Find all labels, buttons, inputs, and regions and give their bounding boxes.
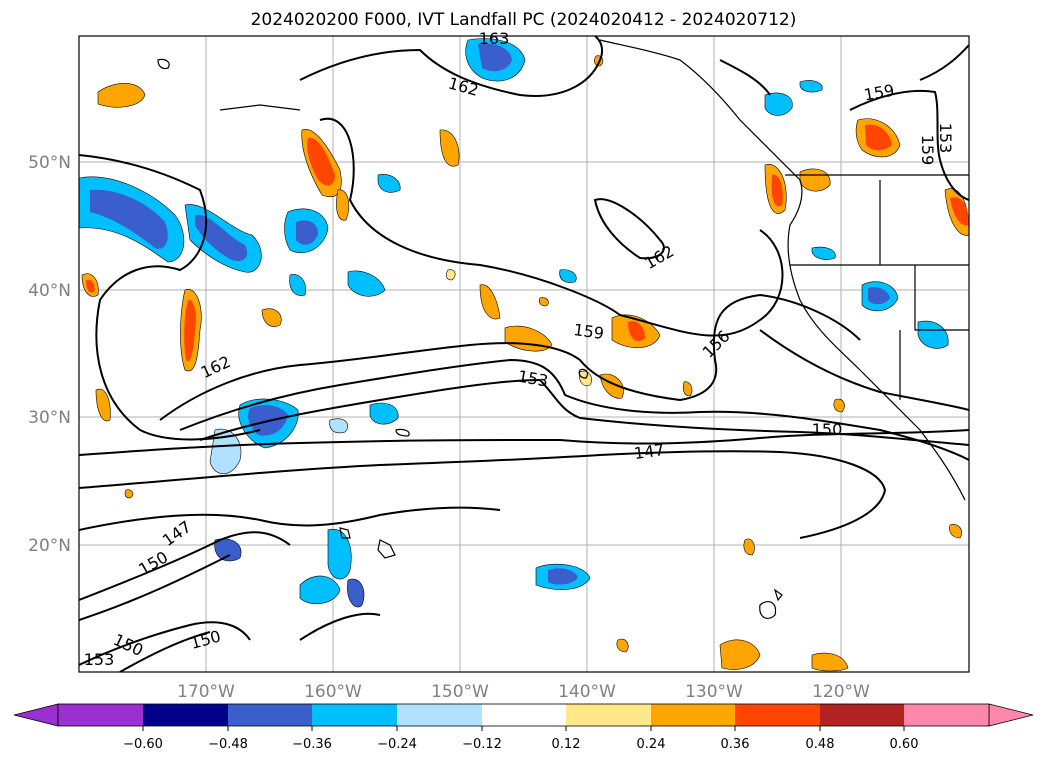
colorbar-tick: −0.36 bbox=[292, 737, 332, 752]
lon-label: 160°W bbox=[304, 682, 362, 702]
map-frame bbox=[78, 35, 970, 673]
lon-label: 170°W bbox=[177, 682, 235, 702]
colorbar-bin bbox=[143, 704, 228, 726]
lat-label: 20°N bbox=[28, 536, 71, 556]
latitude-labels: 50°N 40°N 30°N 20°N bbox=[28, 153, 71, 556]
contour-label: 147 bbox=[633, 440, 666, 463]
contour-label: 159 bbox=[572, 320, 605, 343]
colorbar-bin bbox=[651, 704, 735, 726]
lat-label: 40°N bbox=[28, 281, 71, 301]
colorbar-extend-high bbox=[988, 703, 1034, 727]
colorbar-bin bbox=[735, 704, 820, 726]
contour-label: 153 bbox=[84, 650, 115, 669]
lat-label: 50°N bbox=[28, 153, 71, 173]
pc-filled-contours bbox=[79, 38, 969, 672]
colorbar-frame bbox=[57, 703, 990, 727]
colorbar-bin bbox=[566, 704, 651, 726]
lon-label: 150°W bbox=[431, 682, 489, 702]
lat-label: 30°N bbox=[28, 408, 71, 428]
colorbar-tick: 0.12 bbox=[552, 737, 581, 752]
contour-label: 159 bbox=[918, 135, 937, 166]
colorbar-bin bbox=[58, 704, 143, 726]
contour-label: 163 bbox=[479, 29, 510, 48]
colorbar-tick: 0.36 bbox=[721, 737, 750, 752]
contour-label: 150 bbox=[812, 420, 843, 439]
colorbar: −0.60 −0.48 −0.36 −0.24 −0.12 0.12 0.24 … bbox=[13, 703, 1034, 752]
colorbar-tick: −0.12 bbox=[462, 737, 502, 752]
ivt-contour-lines bbox=[79, 36, 969, 672]
colorbar-bin bbox=[228, 704, 312, 726]
coastlines bbox=[157, 39, 969, 619]
colorbar-bin bbox=[312, 704, 397, 726]
colorbar-bin bbox=[482, 704, 566, 726]
colorbar-tick: 0.48 bbox=[806, 737, 835, 752]
longitude-labels: 170°W 160°W 150°W 140°W 130°W 120°W bbox=[177, 682, 870, 702]
lon-label: 120°W bbox=[812, 682, 870, 702]
lon-label: 140°W bbox=[558, 682, 616, 702]
colorbar-bin bbox=[904, 704, 989, 726]
lon-label: 130°W bbox=[685, 682, 743, 702]
colorbar-tick: −0.60 bbox=[123, 737, 163, 752]
contour-label: 153 bbox=[936, 123, 955, 154]
colorbar-tick: −0.24 bbox=[377, 737, 417, 752]
colorbar-tick: 0.24 bbox=[637, 737, 666, 752]
colorbar-tick: −0.48 bbox=[208, 737, 248, 752]
colorbar-extend-low bbox=[13, 703, 59, 727]
colorbar-bin bbox=[820, 704, 904, 726]
colorbar-tick: 0.60 bbox=[890, 737, 919, 752]
colorbar-bin bbox=[397, 704, 482, 726]
map-title: 2024020200 F000, IVT Landfall PC (202402… bbox=[250, 10, 797, 30]
map-background bbox=[79, 36, 969, 672]
